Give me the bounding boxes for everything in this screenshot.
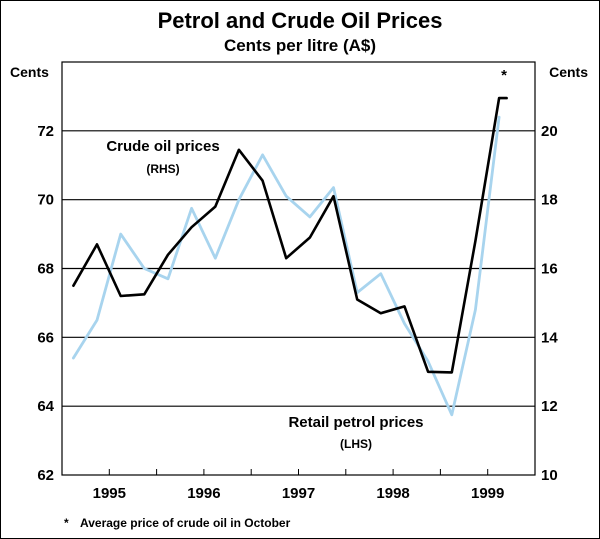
footnote-marker: * (64, 516, 69, 530)
left-tick-68: 68 (37, 261, 54, 278)
right-tick-16: 16 (541, 261, 558, 278)
x-tick-1995: 1995 (93, 485, 126, 502)
left-tick-72: 72 (37, 123, 54, 140)
x-tick-1997: 1997 (282, 485, 315, 502)
chart-subtitle: Cents per litre (A$) (224, 36, 376, 55)
x-tick-labels: 1995 1996 1997 1998 1999 (93, 469, 504, 502)
right-tick-14: 14 (541, 329, 558, 346)
retail-petrol-series-line (72, 115, 501, 417)
left-tick-labels: 62 64 66 68 70 72 (37, 123, 54, 484)
crude-oil-axis-note: (RHS) (146, 162, 179, 176)
retail-petrol-axis-note: (LHS) (340, 437, 372, 451)
series-layer (72, 96, 508, 417)
right-tick-20: 20 (541, 123, 558, 140)
right-tick-10: 10 (541, 467, 558, 484)
crude-oil-label: Crude oil prices (106, 138, 219, 155)
x-tick-1996: 1996 (187, 485, 220, 502)
right-tick-labels: 10 12 14 16 18 20 (541, 123, 558, 484)
x-tick-1999: 1999 (471, 485, 504, 502)
right-tick-12: 12 (541, 398, 558, 415)
right-axis-label: Cents (549, 64, 588, 80)
left-tick-66: 66 (37, 329, 54, 346)
x-tick-1998: 1998 (376, 485, 409, 502)
left-tick-70: 70 (37, 192, 54, 209)
gridlines (62, 130, 535, 407)
crude-oil-series-line (72, 96, 508, 374)
right-tick-18: 18 (541, 192, 558, 209)
footnote-text: Average price of crude oil in October (80, 516, 291, 530)
left-tick-64: 64 (37, 398, 54, 415)
retail-petrol-label: Retail petrol prices (288, 414, 423, 431)
left-axis-label: Cents (10, 64, 49, 80)
left-tick-62: 62 (37, 467, 54, 484)
annotation-asterisk: * (501, 67, 507, 84)
chart-title: Petrol and Crude Oil Prices (158, 8, 443, 33)
